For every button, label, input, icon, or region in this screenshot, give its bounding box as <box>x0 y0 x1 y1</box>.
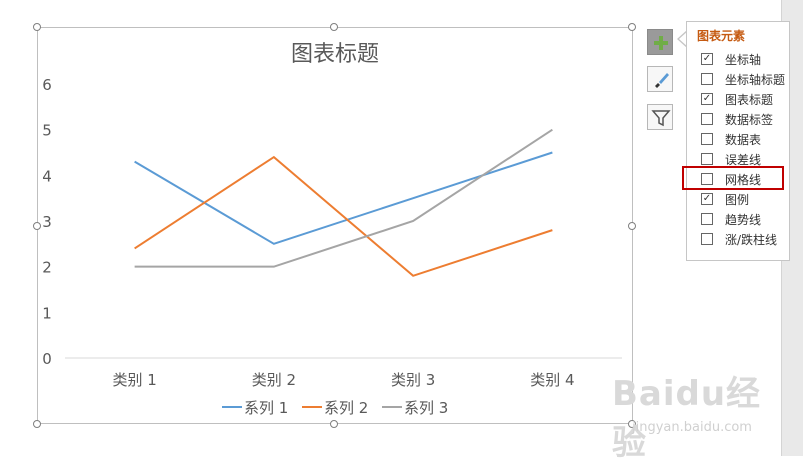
option-label: 图表标题 <box>725 93 774 107</box>
chart-element-option[interactable]: 坐标轴标题 <box>701 70 789 88</box>
plus-icon <box>654 36 668 50</box>
legend-label: 系列 3 <box>404 399 448 417</box>
chart-element-option[interactable]: 趋势线 <box>701 210 789 228</box>
option-label: 趋势线 <box>725 213 762 227</box>
resize-handle[interactable] <box>330 23 338 31</box>
option-label: 坐标轴 <box>725 53 762 67</box>
filter-icon <box>651 110 671 127</box>
watermark-logo: Baidu经验 <box>612 374 762 463</box>
resize-handle[interactable] <box>628 222 636 230</box>
x-tick-label: 类别 1 <box>112 371 156 389</box>
chart-elements-button[interactable] <box>647 29 673 55</box>
chart-element-option[interactable]: 网格线 <box>701 170 789 188</box>
chart-element-option[interactable]: ✓ 图表标题 <box>701 90 789 108</box>
checkbox[interactable] <box>701 133 713 145</box>
y-tick-label: 0 <box>42 350 52 368</box>
chart-elements-panel: 图表元素 ✓ 坐标轴坐标轴标题 ✓ 图表标题数据标签数据表误差线网格线 ✓ 图例趋势线涨/… <box>686 21 790 261</box>
checkbox[interactable] <box>701 213 713 225</box>
option-label: 网格线 <box>725 173 762 187</box>
series-line[interactable] <box>134 155 553 277</box>
chart-element-option[interactable]: 数据表 <box>701 130 789 148</box>
series-line[interactable] <box>134 128 553 268</box>
panel-title: 图表元素 <box>697 29 746 43</box>
checkbox[interactable] <box>701 233 713 245</box>
chart-element-option[interactable]: 数据标签 <box>701 110 789 128</box>
resize-handle[interactable] <box>628 420 636 428</box>
panel-pointer-inner <box>679 31 688 47</box>
chart-title[interactable]: 图表标题 <box>290 42 379 67</box>
checkbox[interactable]: ✓ <box>701 53 713 65</box>
legend-label: 系列 2 <box>324 399 368 417</box>
chart-filters-button[interactable] <box>647 104 673 130</box>
y-tick-label: 6 <box>42 76 52 94</box>
chart-element-option[interactable]: 误差线 <box>701 150 789 168</box>
resize-handle[interactable] <box>33 23 41 31</box>
checkbox[interactable] <box>701 153 713 165</box>
line-chart: 0 1 2 3 4 5 6 类别 1 类别 2 类别 3 类别 4 系列 1 系列 2 系列 3 <box>42 76 622 417</box>
y-tick-label: 1 <box>42 304 52 322</box>
option-label: 坐标轴标题 <box>725 73 786 87</box>
chart-element-option[interactable]: ✓ 坐标轴 <box>701 50 789 68</box>
chart-styles-button[interactable] <box>647 66 673 92</box>
option-label: 涨/跌柱线 <box>725 233 778 247</box>
highlight-box <box>682 166 784 190</box>
y-tick-label: 4 <box>42 167 52 185</box>
y-tick-label: 3 <box>42 213 52 231</box>
option-label: 误差线 <box>725 153 762 167</box>
resize-handle[interactable] <box>33 222 41 230</box>
brush-icon <box>655 73 669 88</box>
chart-element-option[interactable]: ✓ 图例 <box>701 190 789 208</box>
series-line[interactable] <box>134 151 553 245</box>
checkbox[interactable]: ✓ <box>701 93 713 105</box>
x-tick-label: 类别 2 <box>252 371 296 389</box>
option-label: 图例 <box>725 193 750 207</box>
resize-handle[interactable] <box>628 23 636 31</box>
x-tick-label: 类别 4 <box>530 371 574 389</box>
resize-handle[interactable] <box>33 420 41 428</box>
watermark-url: jingyan.baidu.com <box>632 420 752 435</box>
chart-element-option[interactable]: 涨/跌柱线 <box>701 230 789 248</box>
resize-handle[interactable] <box>330 420 338 428</box>
checkbox[interactable] <box>701 173 713 185</box>
option-label: 数据表 <box>725 133 762 147</box>
checkbox[interactable] <box>701 113 713 125</box>
legend-label: 系列 1 <box>244 399 288 417</box>
checkbox[interactable]: ✓ <box>701 193 713 205</box>
checkbox[interactable] <box>701 73 713 85</box>
option-label: 数据标签 <box>725 113 774 127</box>
x-tick-label: 类别 3 <box>391 371 435 389</box>
y-tick-label: 2 <box>42 259 52 277</box>
y-tick-label: 5 <box>42 122 52 140</box>
